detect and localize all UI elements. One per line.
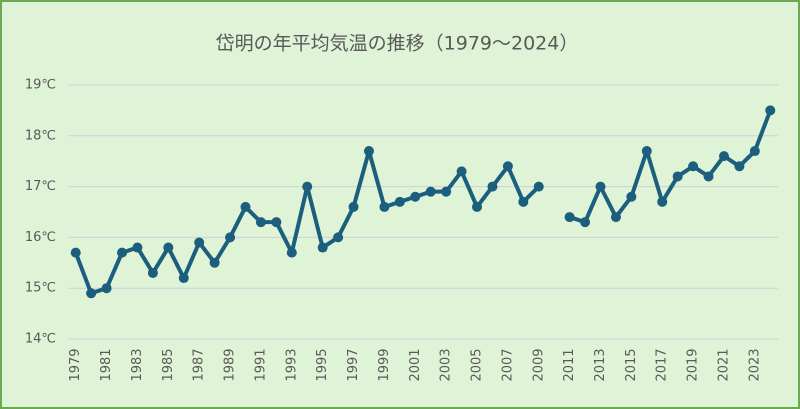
x-tick-label: 2005 [470,348,485,381]
x-tick-label: 2007 [500,348,515,381]
data-point [178,273,189,284]
data-point [225,232,236,243]
data-point [70,247,81,258]
x-tick-label: 1995 [315,348,330,381]
data-point [286,247,297,258]
x-tick-label: 2017 [655,348,670,381]
data-point [132,242,143,253]
data-point [117,247,128,258]
data-point [518,196,529,207]
data-point [641,146,652,157]
data-point [379,201,390,212]
y-tick-label: 14℃ [25,332,56,347]
x-tick-label: 2019 [686,348,701,381]
x-tick-label: 2021 [716,348,731,381]
data-point [425,186,436,197]
data-point [410,191,421,202]
data-point [672,171,683,182]
x-tick-label: 1985 [161,348,176,381]
data-point [101,283,112,294]
x-tick-label: 2009 [531,348,546,381]
data-point [333,232,344,243]
y-tick-label: 15℃ [25,281,56,296]
data-point [487,181,498,192]
data-point [163,242,174,253]
data-point [749,146,760,157]
y-tick-label: 19℃ [25,78,56,93]
data-point [734,161,745,172]
x-tick-label: 1983 [130,348,145,381]
data-point [194,237,205,248]
data-point [86,288,97,299]
data-point [564,212,575,223]
x-tick-label: 1989 [223,348,238,381]
data-point [533,181,544,192]
x-tick-label: 2015 [624,348,639,381]
x-tick-label: 1997 [346,348,361,381]
x-tick-label: 2013 [593,348,608,381]
x-tick-label: 1999 [377,348,392,381]
data-point [209,257,220,268]
data-point [240,201,251,212]
x-tick-label: 2003 [439,348,454,381]
data-point [580,217,591,228]
x-tick-label: 1991 [253,348,268,381]
data-point [610,212,621,223]
x-tick-label: 1981 [99,348,114,381]
x-tick-label: 1979 [68,348,83,381]
data-point [626,191,637,202]
y-tick-label: 17℃ [25,179,56,194]
data-point [394,196,405,207]
data-point [688,161,699,172]
data-point [718,151,729,162]
x-tick-label: 2001 [408,348,423,381]
data-point [765,105,776,116]
y-tick-label: 16℃ [25,230,56,245]
data-point [271,217,282,228]
data-point [348,201,359,212]
data-point [502,161,513,172]
x-tick-label: 2011 [562,348,577,381]
data-point [317,242,328,253]
data-point [302,181,313,192]
data-point [703,171,714,182]
data-point [595,181,606,192]
chart-title: 岱明の年平均気温の推移（1979～2024） [216,33,579,55]
data-point [255,217,266,228]
x-tick-label: 2023 [747,348,762,381]
data-point [441,186,452,197]
data-point [456,166,467,177]
y-tick-label: 18℃ [25,128,56,143]
data-point [657,196,668,207]
data-point [363,146,374,157]
x-tick-label: 1987 [192,348,207,381]
x-tick-label: 1993 [284,348,299,381]
data-point [147,267,158,278]
data-point [472,201,483,212]
